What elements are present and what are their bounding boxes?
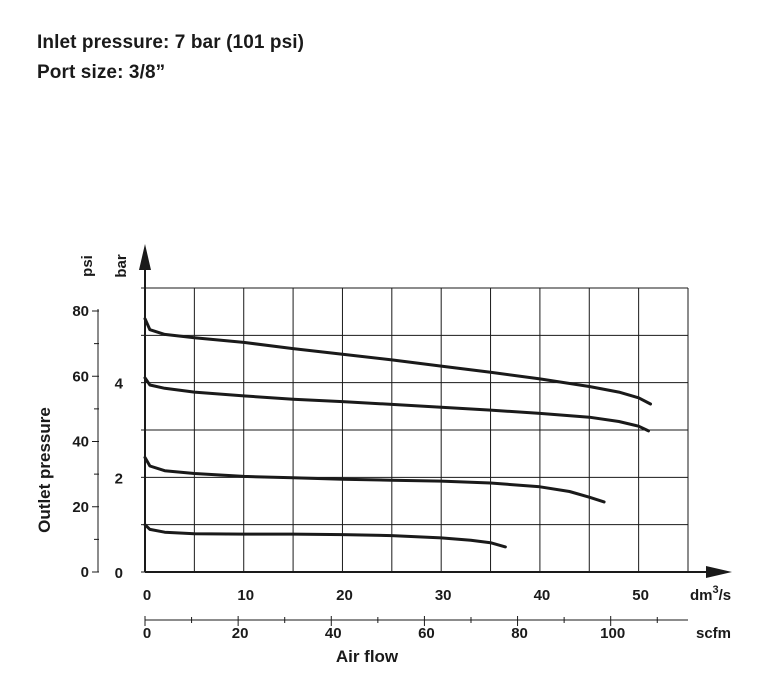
scfm-unit-label: scfm (696, 625, 731, 642)
psi-unit-label: psi (79, 255, 96, 277)
bar-tick-label: 2 (115, 470, 123, 487)
scfm-tick-label: 0 (143, 625, 151, 642)
bar-tick-label: 0 (115, 565, 123, 582)
dm3s-unit-label: dm3/s (690, 584, 731, 604)
scfm-tick-label: 100 (600, 625, 625, 642)
dm3s-unit-base: dm (690, 587, 713, 604)
dm3s-unit-superscript: 3 (713, 584, 719, 596)
y-axis-arrow (139, 244, 151, 270)
series-line-4 (143, 523, 507, 549)
dm3s-tick-label: 10 (237, 587, 254, 604)
dm3s-tick-label: 30 (435, 587, 452, 604)
series-line-2 (143, 376, 650, 433)
scfm-tick-label: 40 (325, 625, 342, 642)
psi-tick-label: 80 (72, 303, 89, 320)
dm3s-tick-label: 40 (534, 587, 551, 604)
bar-tick-label: 4 (115, 376, 124, 393)
psi-tick-label: 60 (72, 368, 89, 385)
scfm-tick-label: 80 (511, 625, 528, 642)
chart-axes (92, 244, 732, 626)
dm3s-unit-tail: /s (719, 587, 732, 604)
chart-series (143, 317, 652, 549)
inlet-pressure-label: Inlet pressure: 7 bar (101 psi) (37, 32, 305, 53)
dm3s-tick-label: 0 (143, 587, 151, 604)
psi-tick-label: 20 (72, 499, 89, 516)
dm3s-tick-label: 50 (632, 587, 649, 604)
psi-tick-label: 0 (81, 564, 89, 581)
series-line-1 (143, 317, 652, 406)
x-axis-title: Air flow (336, 647, 399, 666)
y-axis-title: Outlet pressure (35, 407, 54, 533)
x-axis-arrow (706, 566, 732, 578)
psi-tick-label: 40 (72, 434, 89, 451)
chart-grid (144, 287, 689, 573)
dm3s-tick-label: 20 (336, 587, 353, 604)
port-size-label: Port size: 3/8” (37, 62, 166, 83)
scfm-tick-label: 60 (418, 625, 435, 642)
bar-unit-label: bar (113, 254, 130, 278)
scfm-tick-label: 20 (232, 625, 249, 642)
series-line-3 (143, 456, 606, 504)
